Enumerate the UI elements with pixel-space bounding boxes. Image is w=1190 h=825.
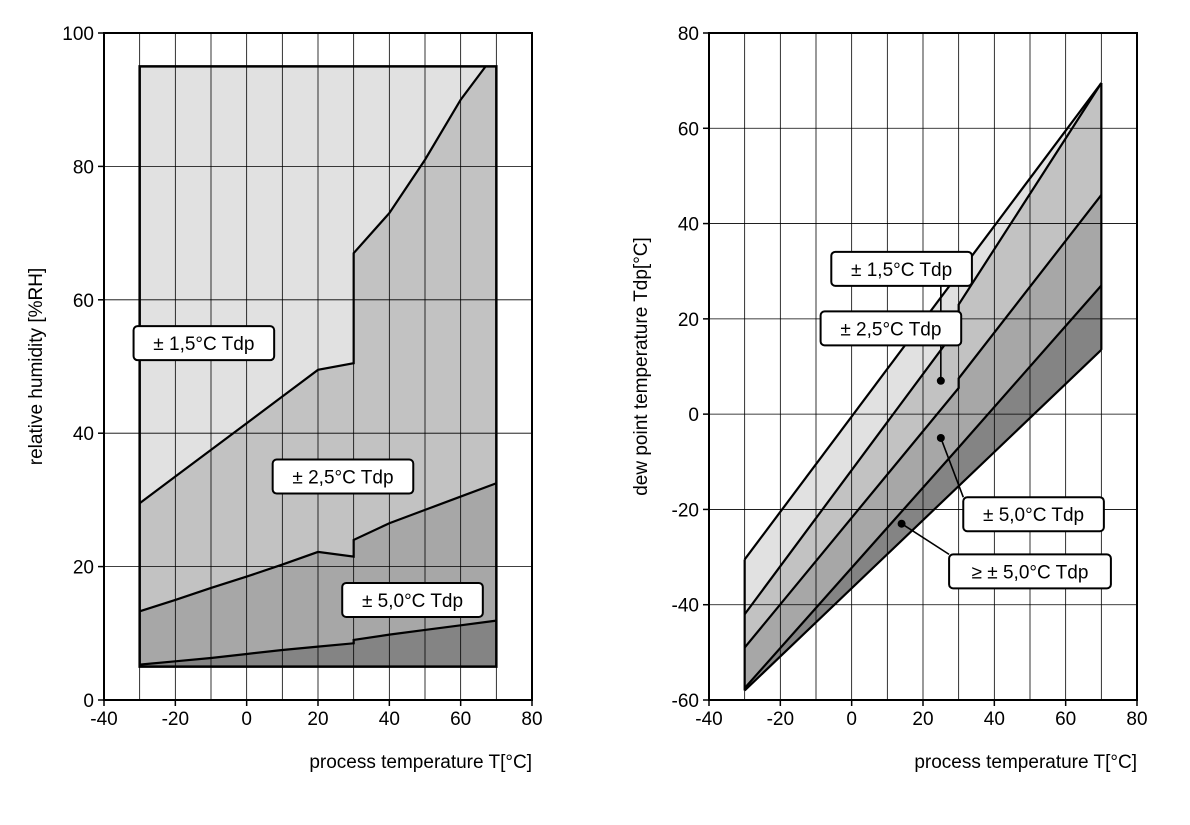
y-tick-label: 20 xyxy=(678,310,699,331)
y-tick-label: 100 xyxy=(62,24,94,45)
zone-2 xyxy=(744,83,1102,648)
y-tick-label: 80 xyxy=(678,24,699,45)
y-tick-label: 80 xyxy=(73,157,94,178)
y-tick-label: 40 xyxy=(73,424,94,445)
zone-boundary xyxy=(139,482,497,613)
zone-label-text: ≥ ± 5,0°C Tdp xyxy=(972,562,1089,583)
x-tick-label: 40 xyxy=(984,709,1005,730)
chart-dew-point: -40 -20 0 20 40 60 80-60-40-20020406080process… xyxy=(631,24,1148,773)
zone-label-text: ± 2,5°C Tdp xyxy=(292,468,393,489)
x-axis-label: process temperature T[°C] xyxy=(309,752,532,773)
x-tick-label: 0 xyxy=(846,709,857,730)
y-tick-label: -20 xyxy=(672,500,699,521)
x-tick-label: 80 xyxy=(521,709,542,730)
x-tick-label: -40 xyxy=(695,709,722,730)
y-tick-label: 20 xyxy=(73,558,94,579)
x-tick-label: 80 xyxy=(1126,709,1147,730)
zone-label-text: ± 5,0°C Tdp xyxy=(983,505,1084,526)
zone-label: ± 5,0°C Tdp xyxy=(341,581,484,618)
zone-label-box xyxy=(132,325,276,362)
y-axis-label: dew point temperature Tdp[°C] xyxy=(631,237,652,496)
domain-outline xyxy=(138,65,498,668)
x-tick-label: -40 xyxy=(90,709,117,730)
x-axis-label: process temperature T[°C] xyxy=(914,752,1137,773)
y-axis-label: relative humidity [%RH] xyxy=(26,268,47,465)
x-tick-label: -20 xyxy=(767,709,794,730)
zone-label: ± 5,0°C Tdp xyxy=(962,496,1105,533)
zone-label-box xyxy=(962,496,1105,533)
y-tick-label: 0 xyxy=(83,691,94,712)
x-tick-label: 0 xyxy=(241,709,252,730)
x-tick-label: 60 xyxy=(1055,709,1076,730)
zone-label: ± 2,5°C Tdp xyxy=(271,458,415,495)
zone-label: ± 2,5°C Tdp xyxy=(819,310,963,347)
x-tick-label: 20 xyxy=(307,709,328,730)
x-tick-label: -20 xyxy=(162,709,189,730)
y-tick-label: -60 xyxy=(672,691,699,712)
zone-4 xyxy=(139,620,497,667)
zone-label: ≥ ± 5,0°C Tdp xyxy=(948,553,1112,590)
x-tick-label: 40 xyxy=(379,709,400,730)
zone-label-box xyxy=(271,458,415,495)
zone-boundary xyxy=(743,194,1103,649)
zone-label-text: ± 1,5°C Tdp xyxy=(153,334,254,355)
y-tick-label: 40 xyxy=(678,215,699,236)
leader-point xyxy=(936,376,945,385)
zone-label-box xyxy=(341,581,484,618)
zone-label: ± 1,5°C Tdp xyxy=(132,325,276,362)
zone-label-text: ± 2,5°C Tdp xyxy=(840,319,941,340)
x-tick-label: 20 xyxy=(912,709,933,730)
zone-label-text: ± 1,5°C Tdp xyxy=(851,260,952,281)
y-tick-label: 60 xyxy=(678,119,699,140)
y-tick-label: 0 xyxy=(688,405,699,426)
zone-label-text: ± 5,0°C Tdp xyxy=(362,591,463,612)
y-tick-label: 60 xyxy=(73,291,94,312)
leader-line xyxy=(901,523,950,556)
zone-label-box xyxy=(948,553,1112,590)
leader-line xyxy=(940,437,965,498)
leader-point xyxy=(897,519,906,528)
zone-label-box xyxy=(830,250,973,287)
zone-label-box xyxy=(819,310,963,347)
zone-boundary xyxy=(743,284,1103,689)
zone-boundary xyxy=(139,65,487,505)
x-tick-label: 60 xyxy=(450,709,471,730)
zone-boundary xyxy=(139,619,497,666)
y-tick-label: -40 xyxy=(672,596,699,617)
chart-relative-humidity: -40 -20 0 20 40 60 80 0 20 40 60 80 100 process tempe… xyxy=(26,24,543,773)
zone-label: ± 1,5°C Tdp xyxy=(830,250,973,287)
leader-point xyxy=(936,433,945,442)
zone-boundary xyxy=(743,349,1103,692)
